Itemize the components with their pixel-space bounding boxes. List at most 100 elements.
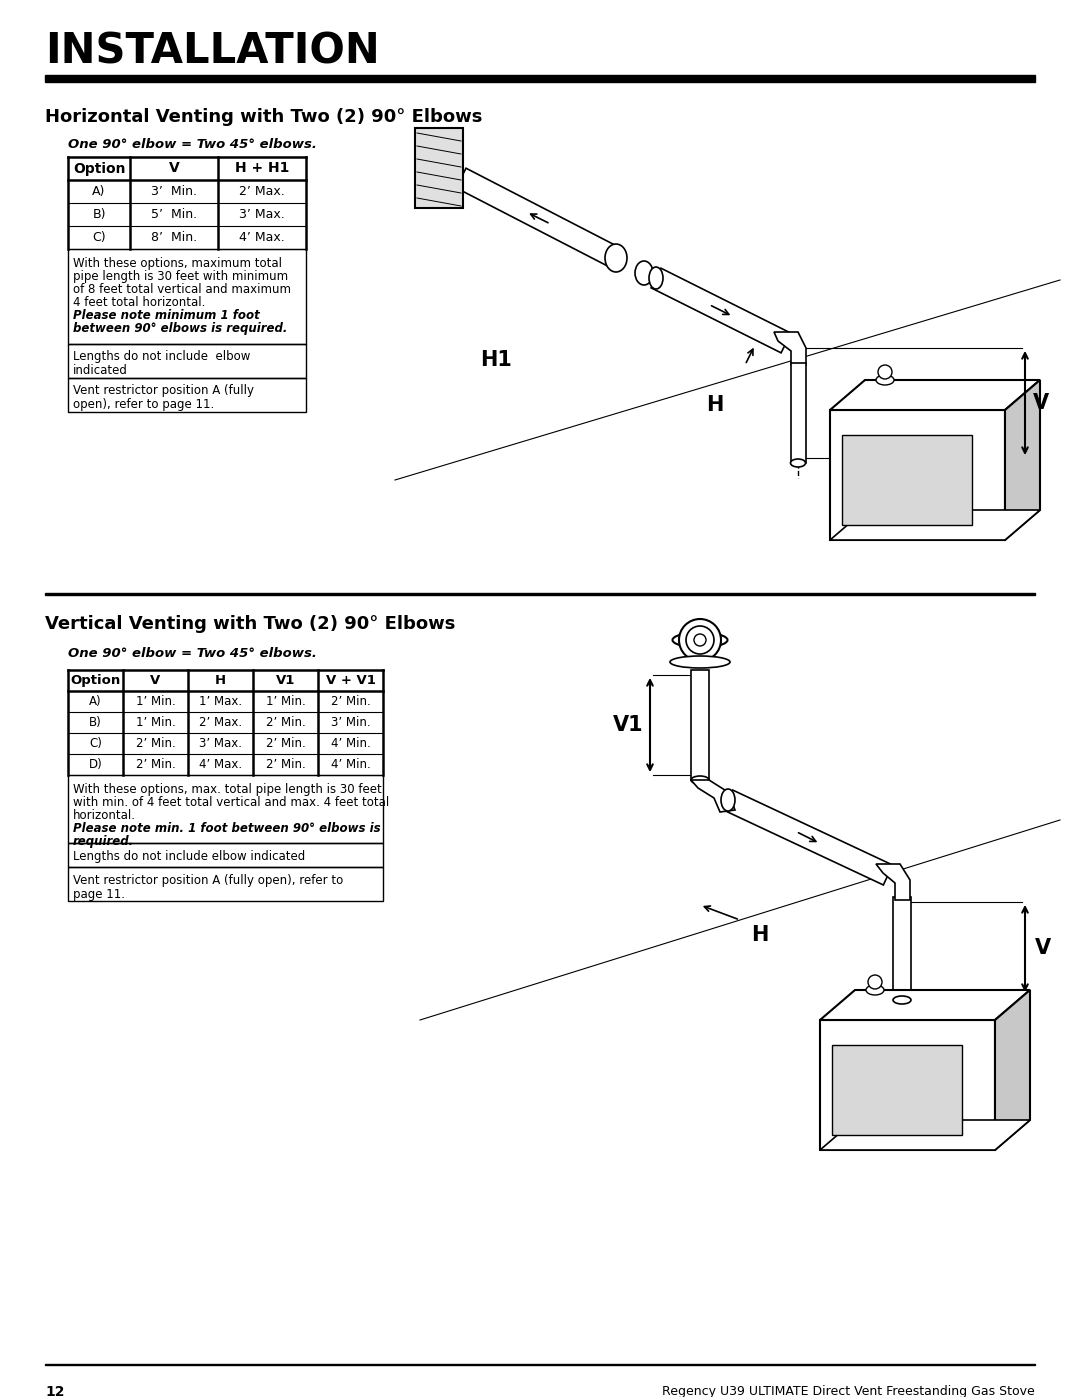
Text: Regency U39 ULTIMATE Direct Vent Freestanding Gas Stove: Regency U39 ULTIMATE Direct Vent Freesta… [662, 1384, 1035, 1397]
Text: 4 feet total horizontal.: 4 feet total horizontal. [73, 296, 205, 309]
Bar [68, 379, 306, 412]
Text: Vent restrictor position A (fully: Vent restrictor position A (fully [73, 384, 254, 397]
Polygon shape [774, 332, 806, 365]
Ellipse shape [438, 177, 449, 189]
Bar [415, 129, 463, 208]
Ellipse shape [686, 626, 714, 654]
Text: 12: 12 [45, 1384, 65, 1397]
Text: Please note min. 1 foot between 90° elbows is: Please note min. 1 foot between 90° elbo… [73, 821, 380, 835]
Text: H1: H1 [480, 351, 512, 370]
Text: 4’ Min.: 4’ Min. [330, 759, 370, 771]
Text: A): A) [90, 694, 102, 708]
Ellipse shape [721, 789, 735, 812]
Ellipse shape [649, 267, 663, 289]
Text: H: H [215, 673, 226, 687]
Text: 3’ Max.: 3’ Max. [239, 208, 285, 221]
Ellipse shape [893, 996, 912, 1004]
Bar [45, 1363, 1035, 1365]
Text: 2’ Min.: 2’ Min. [330, 694, 370, 708]
Text: 1’ Min.: 1’ Min. [136, 694, 175, 708]
Bar [45, 592, 1035, 595]
Text: 1’ Min.: 1’ Min. [266, 694, 306, 708]
Bar [691, 671, 708, 780]
Text: 5’  Min.: 5’ Min. [151, 208, 197, 221]
Text: 2’ Max.: 2’ Max. [239, 184, 285, 198]
Text: B): B) [90, 717, 102, 729]
Ellipse shape [866, 985, 885, 995]
Ellipse shape [670, 657, 730, 668]
Text: V: V [168, 162, 179, 176]
Text: Option: Option [72, 162, 125, 176]
Text: One 90° elbow = Two 45° elbows.: One 90° elbow = Two 45° elbows. [68, 138, 316, 151]
Text: C): C) [89, 738, 102, 750]
Text: open), refer to page 11.: open), refer to page 11. [73, 398, 214, 411]
Ellipse shape [635, 261, 653, 285]
Text: 4’ Min.: 4’ Min. [330, 738, 370, 750]
Polygon shape [820, 1120, 1030, 1150]
Text: Horizontal Venting with Two (2) 90° Elbows: Horizontal Venting with Two (2) 90° Elbo… [45, 108, 483, 126]
Text: Lengths do not include  elbow: Lengths do not include elbow [73, 351, 251, 363]
Text: indicated: indicated [73, 365, 127, 377]
Ellipse shape [673, 633, 728, 647]
Bar [68, 249, 306, 344]
Text: D): D) [89, 759, 103, 771]
Text: 4’ Max.: 4’ Max. [199, 759, 242, 771]
Text: H: H [752, 925, 769, 944]
Text: H + H1: H + H1 [234, 162, 289, 176]
Polygon shape [724, 791, 893, 884]
Text: 2’ Min.: 2’ Min. [136, 759, 175, 771]
Text: Vertical Venting with Two (2) 90° Elbows: Vertical Venting with Two (2) 90° Elbows [45, 615, 456, 633]
Polygon shape [995, 990, 1030, 1150]
Text: horizontal.: horizontal. [73, 809, 136, 821]
Bar [893, 897, 912, 1000]
Text: V: V [1032, 393, 1049, 414]
Text: 2’ Min.: 2’ Min. [266, 717, 306, 729]
Text: required.: required. [73, 835, 134, 848]
Text: With these options, max. total pipe length is 30 feet: With these options, max. total pipe leng… [73, 782, 381, 796]
Text: 2’ Min.: 2’ Min. [266, 738, 306, 750]
Text: V1: V1 [612, 715, 644, 735]
Ellipse shape [691, 775, 708, 784]
Text: Vent restrictor position A (fully open), refer to: Vent restrictor position A (fully open),… [73, 875, 343, 887]
Text: 3’ Max.: 3’ Max. [199, 738, 242, 750]
Text: between 90° elbows is required.: between 90° elbows is required. [73, 321, 287, 335]
Text: C): C) [92, 231, 106, 244]
Polygon shape [876, 863, 910, 900]
Ellipse shape [694, 634, 706, 645]
Polygon shape [1005, 380, 1040, 541]
Bar [842, 434, 972, 525]
Ellipse shape [868, 975, 882, 989]
Text: V + V1: V + V1 [325, 673, 376, 687]
Text: 3’ Min.: 3’ Min. [330, 717, 370, 729]
Ellipse shape [679, 619, 721, 661]
Bar [791, 363, 806, 462]
Bar [68, 344, 306, 379]
Bar [45, 75, 1035, 82]
Ellipse shape [609, 247, 623, 270]
Bar [820, 1020, 995, 1150]
Bar [832, 1045, 962, 1134]
Polygon shape [820, 990, 1030, 1020]
Text: H: H [706, 395, 724, 415]
Bar [68, 775, 383, 842]
Text: 2’ Max.: 2’ Max. [199, 717, 242, 729]
Ellipse shape [876, 374, 894, 386]
Text: 2’ Min.: 2’ Min. [266, 759, 306, 771]
Text: B): B) [92, 208, 106, 221]
Ellipse shape [791, 460, 806, 467]
Polygon shape [691, 780, 735, 812]
Text: INSTALLATION: INSTALLATION [45, 29, 380, 73]
Ellipse shape [435, 172, 453, 194]
Text: V: V [150, 673, 161, 687]
Text: 1’ Min.: 1’ Min. [136, 717, 175, 729]
Text: with min. of 4 feet total vertical and max. 4 feet total: with min. of 4 feet total vertical and m… [73, 796, 389, 809]
Ellipse shape [605, 244, 627, 272]
Bar [831, 409, 1005, 541]
Text: V1: V1 [275, 673, 295, 687]
Bar [68, 868, 383, 901]
Polygon shape [456, 168, 621, 268]
Text: of 8 feet total vertical and maximum: of 8 feet total vertical and maximum [73, 284, 291, 296]
Text: Please note minimum 1 foot: Please note minimum 1 foot [73, 309, 260, 321]
Text: 4’ Max.: 4’ Max. [239, 231, 285, 244]
Text: 3’  Min.: 3’ Min. [151, 184, 197, 198]
